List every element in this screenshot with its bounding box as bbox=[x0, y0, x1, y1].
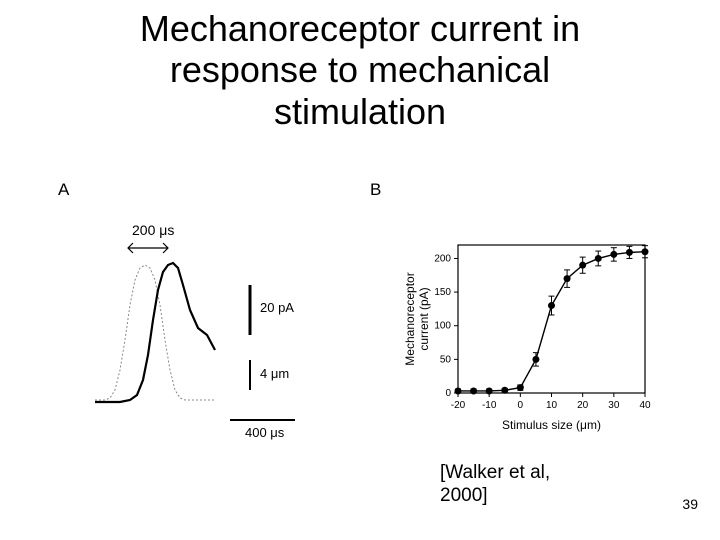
svg-text:100: 100 bbox=[434, 321, 451, 332]
citation-line-1: [Walker et al, bbox=[440, 462, 550, 485]
panel-a-svg bbox=[90, 230, 360, 460]
panel-a-label: A bbox=[58, 180, 69, 200]
svg-text:Stimulus size (μm): Stimulus size (μm) bbox=[502, 418, 601, 432]
citation-line-2: 2000] bbox=[440, 485, 550, 508]
panel-b-svg: -20 -10 0 10 20 30 40 0 50 100 150 200 Stimulus size… bbox=[400, 235, 655, 435]
scale-displacement-label: 4 μm bbox=[260, 366, 289, 381]
svg-text:Mechanoreceptor: Mechanoreceptor bbox=[403, 272, 417, 365]
time-offset-arrow bbox=[128, 243, 168, 253]
svg-text:50: 50 bbox=[440, 354, 452, 365]
svg-text:150: 150 bbox=[434, 287, 451, 298]
panel-a: 200 μs 20 pA 4 μm 400 μs bbox=[90, 230, 360, 460]
panel-b: -20 -10 0 10 20 30 40 0 50 100 150 200 Stimulus size… bbox=[400, 235, 655, 435]
scale-time-label: 400 μs bbox=[245, 425, 284, 440]
svg-text:0: 0 bbox=[518, 400, 524, 411]
svg-text:40: 40 bbox=[639, 400, 651, 411]
title-line-3: stimulation bbox=[0, 91, 720, 132]
svg-text:10: 10 bbox=[546, 400, 558, 411]
svg-text:-10: -10 bbox=[482, 400, 497, 411]
scale-current-label: 20 pA bbox=[260, 300, 294, 315]
svg-text:0: 0 bbox=[445, 388, 451, 399]
svg-text:current (pA): current (pA) bbox=[417, 287, 431, 350]
svg-text:30: 30 bbox=[608, 400, 620, 411]
svg-text:200: 200 bbox=[434, 253, 451, 264]
svg-text:20: 20 bbox=[577, 400, 589, 411]
citation: [Walker et al, 2000] bbox=[440, 462, 550, 508]
slide-title: Mechanoreceptor current in response to m… bbox=[0, 0, 720, 132]
page-number: 39 bbox=[682, 496, 698, 512]
title-line-2: response to mechanical bbox=[0, 49, 720, 90]
title-line-1: Mechanoreceptor current in bbox=[0, 8, 720, 49]
panel-b-label: B bbox=[370, 180, 381, 200]
svg-text:-20: -20 bbox=[451, 400, 466, 411]
